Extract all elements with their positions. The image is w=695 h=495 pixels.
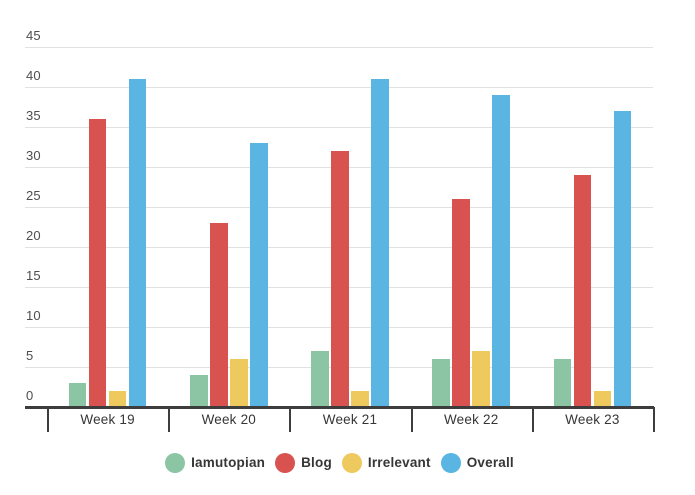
gridline-y-40 <box>25 87 653 88</box>
x-axis-tick <box>47 407 49 432</box>
chart-legend: Iamutopian Blog Irrelevant Overall <box>25 452 654 474</box>
bar-week-19-iamutopian[interactable] <box>68 383 87 407</box>
x-axis-label-week-22: Week 22 <box>443 412 499 427</box>
legend-label-overall: Overall <box>466 455 514 470</box>
legend-swatch-iamutopian-icon <box>165 453 186 473</box>
y-axis-label-35: 35 <box>26 108 41 123</box>
bar-week-21-blog[interactable] <box>331 151 349 407</box>
y-axis-label-10: 10 <box>26 308 41 323</box>
legend-item-overall[interactable]: Overall <box>440 453 514 473</box>
x-axis-baseline <box>25 405 654 409</box>
y-axis-label-45: 45 <box>26 28 41 43</box>
bar-week-19-overall[interactable] <box>128 79 147 407</box>
bar-week-20-iamutopian[interactable] <box>190 375 208 407</box>
legend-label-irrelevant: Irrelevant <box>367 455 431 470</box>
bar-week-22-blog[interactable] <box>452 199 470 407</box>
y-axis-label-5: 5 <box>26 348 34 363</box>
bar-week-21-irrelevant[interactable] <box>351 391 369 407</box>
legend-swatch-blog-icon <box>275 453 296 473</box>
bar-week-20-overall[interactable] <box>250 143 268 407</box>
x-axis-tick <box>289 407 292 432</box>
bar-week-20-irrelevant[interactable] <box>230 359 248 407</box>
x-axis-label-week-20: Week 20 <box>201 412 256 427</box>
bar-week-20-blog[interactable] <box>210 223 228 407</box>
bar-week-22-overall[interactable] <box>492 95 510 407</box>
y-axis-label-30: 30 <box>26 148 41 163</box>
legend-item-iamutopian[interactable]: Iamutopian <box>165 453 265 473</box>
bar-week-21-iamutopian[interactable] <box>311 351 329 407</box>
legend-label-blog: Blog <box>301 455 332 470</box>
gridline-y-45 <box>25 47 653 48</box>
bar-week-19-irrelevant[interactable] <box>108 391 127 407</box>
y-axis-label-0: 0 <box>26 388 34 403</box>
bar-week-22-iamutopian[interactable] <box>432 359 450 407</box>
x-axis-tick <box>168 407 171 432</box>
legend-item-irrelevant[interactable]: Irrelevant <box>341 453 431 473</box>
y-axis-label-20: 20 <box>26 228 41 243</box>
bar-week-19-blog[interactable] <box>88 119 107 407</box>
x-axis-label-week-23: Week 23 <box>565 412 620 427</box>
legend-label-iamutopian: Iamutopian <box>191 455 266 470</box>
bar-week-23-blog[interactable] <box>573 175 592 407</box>
bar-week-23-overall[interactable] <box>613 111 632 407</box>
legend-item-blog[interactable]: Blog <box>275 453 332 473</box>
y-axis-label-15: 15 <box>26 268 41 283</box>
bar-week-23-irrelevant[interactable] <box>593 391 612 407</box>
y-axis-label-25: 25 <box>26 188 41 203</box>
legend-swatch-irrelevant-icon <box>341 453 362 473</box>
bar-week-22-irrelevant[interactable] <box>472 351 490 407</box>
legend-swatch-overall-icon <box>440 453 461 473</box>
bar-week-21-overall[interactable] <box>371 79 389 407</box>
x-axis-tick <box>410 407 413 432</box>
y-axis-label-40: 40 <box>26 68 41 83</box>
x-axis-tick <box>531 407 534 432</box>
gridline-y-35 <box>25 127 653 128</box>
bar-week-23-iamutopian[interactable] <box>553 359 572 407</box>
x-axis-tick <box>653 407 655 432</box>
x-axis-label-week-21: Week 21 <box>322 412 378 427</box>
x-axis-label-week-19: Week 19 <box>80 412 135 427</box>
